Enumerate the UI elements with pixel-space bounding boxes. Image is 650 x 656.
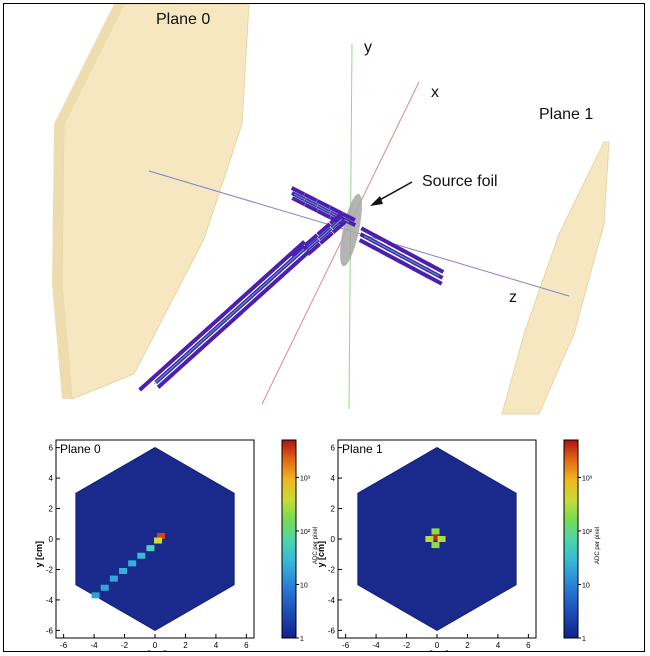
y-tick-label: 0 — [49, 535, 54, 544]
x-tick-label: -4 — [91, 641, 99, 650]
hit-pixel — [437, 536, 446, 542]
y-tick-label: -4 — [328, 596, 336, 605]
x-tick-label: -6 — [60, 641, 68, 650]
hit-pixel — [137, 552, 146, 559]
x-tick-label: 0 — [153, 641, 158, 650]
x-tick-label: 4 — [496, 641, 501, 650]
heatmap-panel-plane-1: -6 -4 -2 0 2 4 6 -6 -4 -2 0 2 4 6 Plane 1 x [cm] y [cm] 1… — [316, 439, 601, 651]
event-display-3d: Plane 0 Plane 1 y x z Source foil -6 -4 -2… — [34, 4, 610, 651]
track-upper-left — [290, 186, 357, 227]
source-foil-arrowhead — [370, 196, 383, 206]
axis-z-label: z — [509, 289, 517, 306]
colorbar-tick-label: 10² — [582, 529, 593, 536]
hit-pixel — [91, 592, 100, 599]
x-tick-label: -6 — [342, 641, 350, 650]
y-tick-label: 2 — [49, 505, 54, 514]
track-center — [291, 211, 347, 258]
x-tick-label: 2 — [183, 641, 188, 650]
y-tick-label: 6 — [331, 444, 336, 453]
panel-title: Plane 0 — [60, 442, 101, 456]
hit-pixel — [157, 532, 166, 539]
hit-pixel — [119, 567, 128, 574]
colorbar-tick-label: 10² — [300, 529, 311, 536]
x-axis-label: x [cm] — [140, 649, 167, 651]
colorbar-label: ADC per pixel — [313, 527, 319, 564]
hit-pixel — [154, 537, 163, 544]
colorbar-tick-label: 10³ — [300, 475, 311, 482]
y-axis-label: y [cm] — [316, 541, 326, 568]
y-tick-label: -2 — [328, 565, 336, 574]
hit-pixel — [431, 528, 440, 535]
y-tick-label: 4 — [49, 474, 54, 483]
axis-y-label: y — [364, 39, 372, 56]
x-tick-label: 4 — [214, 641, 219, 650]
source-foil-label: Source foil — [422, 173, 498, 190]
heatmap-panel-plane-0: -6 -4 -2 0 2 4 6 -6 -4 -2 0 2 4 6 Plane 0 x [cm] y [cm] 1… — [34, 439, 319, 651]
colorbar-tick-label: 10 — [582, 582, 590, 589]
source-foil-arrow — [375, 181, 413, 203]
colorbar — [563, 439, 579, 639]
figure-frame: Plane 0 Plane 1 y x z Source foil -6 -4 -2… — [3, 3, 645, 652]
y-tick-label: 2 — [331, 505, 336, 514]
colorbar-label: ADC per pixel — [595, 527, 601, 564]
y-tick-label: -2 — [46, 565, 54, 574]
hit-pixel — [431, 542, 440, 549]
colorbar — [281, 439, 297, 639]
scene-plane1-label: Plane 1 — [539, 106, 593, 123]
hit-pixel — [100, 584, 109, 591]
axis-z-line — [148, 170, 570, 297]
track-right — [358, 226, 445, 286]
y-tick-label: -6 — [46, 626, 54, 635]
x-tick-label: -2 — [403, 641, 411, 650]
y-axis-label: y [cm] — [34, 541, 44, 568]
colorbar-tick-label: 1 — [582, 636, 586, 643]
colorbar-tick-label: 1 — [300, 636, 304, 643]
axis-x-line — [261, 81, 420, 405]
source-foil — [340, 193, 362, 267]
panel-title: Plane 1 — [342, 442, 383, 456]
x-tick-label: 6 — [244, 641, 249, 650]
colorbar-tick-label: 10 — [300, 582, 308, 589]
hit-pixel — [431, 534, 440, 541]
x-axis-label: x [cm] — [422, 649, 449, 651]
particle-tracks — [138, 186, 445, 392]
y-tick-label: 6 — [49, 444, 54, 453]
hit-pixel — [425, 536, 434, 542]
hit-pixel — [128, 560, 137, 567]
x-tick-label: -2 — [121, 641, 129, 650]
y-tick-label: 0 — [331, 535, 336, 544]
y-tick-label: -4 — [46, 596, 54, 605]
plane-1-slab — [501, 141, 610, 415]
plane-0-slab-edge — [52, 4, 124, 399]
x-tick-label: 2 — [465, 641, 470, 650]
track-long-lower-left — [138, 240, 311, 392]
axis-x-label: x — [431, 84, 439, 101]
x-tick-label: 6 — [526, 641, 531, 650]
y-tick-label: 4 — [331, 474, 336, 483]
hit-pixel — [109, 575, 118, 582]
x-tick-label: 0 — [435, 641, 440, 650]
scene-plane0-label: Plane 0 — [156, 11, 210, 28]
x-tick-label: -4 — [373, 641, 381, 650]
colorbar-tick-label: 10³ — [582, 475, 593, 482]
y-tick-label: -6 — [328, 626, 336, 635]
hit-pixel — [146, 545, 155, 552]
